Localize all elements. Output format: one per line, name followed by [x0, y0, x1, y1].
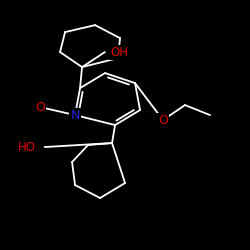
- Text: O: O: [35, 100, 45, 114]
- Text: N: N: [70, 108, 80, 122]
- Text: O: O: [158, 114, 168, 126]
- Text: OH: OH: [110, 46, 128, 59]
- Text: HO: HO: [18, 140, 36, 153]
